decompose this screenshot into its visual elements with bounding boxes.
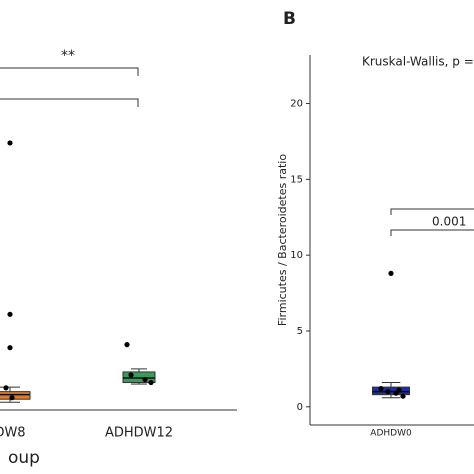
y-tick-label: 15 — [290, 174, 303, 185]
box — [122, 371, 156, 384]
box — [0, 391, 31, 400]
y-tick-label: 10 — [290, 250, 303, 261]
data-point — [378, 386, 384, 392]
data-point — [393, 390, 399, 396]
y-axis-label: Firmicutes / Bacteroidetes ratio — [276, 154, 289, 326]
data-point — [148, 379, 154, 386]
x-tick-label: DW8 — [0, 426, 26, 441]
data-point — [7, 140, 13, 146]
bracket — [390, 208, 474, 215]
x-tick-label: ADHDW0 — [370, 429, 412, 439]
bracket — [0, 98, 139, 107]
bracket — [390, 229, 474, 236]
data-point — [7, 311, 13, 317]
data-point — [142, 376, 148, 383]
box — [372, 386, 410, 396]
significance-label: ** — [61, 48, 75, 64]
y-tick-label: 20 — [290, 99, 303, 110]
x-axis-label: oup — [8, 448, 40, 468]
x-tick-label: ADHDW12 — [105, 426, 173, 441]
data-point — [9, 395, 15, 401]
data-point — [400, 393, 406, 399]
chart-title: Kruskal-Wallis, p = 0 — [362, 55, 474, 69]
y-tick-label: 5 — [297, 326, 303, 337]
data-point — [3, 385, 9, 391]
significance-label: 0.001 — [432, 215, 466, 229]
brackets — [0, 55, 474, 426]
y-tick-label: 0 — [297, 402, 303, 413]
data-point — [124, 342, 130, 348]
data-point — [7, 345, 13, 351]
data-point — [385, 389, 391, 395]
panel-label: B — [283, 9, 296, 29]
data-point — [128, 372, 134, 378]
data-point — [388, 270, 394, 276]
bracket — [0, 67, 139, 76]
